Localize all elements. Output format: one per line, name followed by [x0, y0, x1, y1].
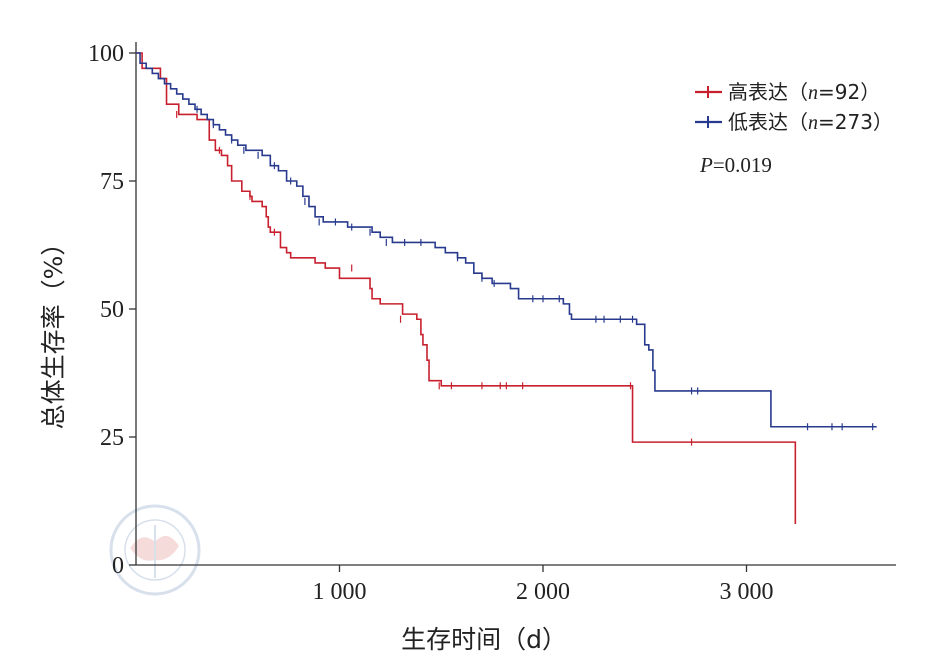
y-axis-title: 总体生存率（%）	[39, 231, 68, 430]
y-tick-label: 0	[112, 553, 124, 579]
svg-text:低表达（n=273）: 低表达（n=273）	[728, 110, 893, 134]
y-ticks: 0 25 50 75 100	[88, 41, 136, 579]
x-tick-label: 1 000	[313, 579, 367, 605]
legend-entry-low: 低表达（n=273）	[695, 110, 893, 134]
p-value-number: =0.019	[713, 153, 772, 177]
series-line-low	[136, 52, 877, 428]
series-layer	[136, 52, 877, 525]
y-tick-label: 75	[100, 169, 124, 195]
x-axis-title: 生存时间（d）	[401, 625, 567, 654]
x-tick-label: 3 000	[720, 579, 774, 605]
legend: 高表达（n=92） 低表达（n=273）	[695, 80, 893, 134]
p-value-annotation: P=0.019	[699, 153, 772, 177]
y-tick-label: 25	[100, 425, 124, 451]
legend-label-low: 低表达（	[728, 110, 808, 134]
y-tick-label: 100	[88, 41, 124, 67]
legend-n-low: n	[808, 112, 818, 134]
svg-text:高表达（n=92）: 高表达（n=92）	[728, 80, 880, 104]
legend-n-high: n	[808, 82, 818, 104]
legend-count-low: =273）	[818, 110, 893, 134]
watermark-seal	[109, 504, 201, 596]
p-value-label: P	[699, 153, 713, 177]
legend-count-high: =92）	[818, 80, 880, 104]
x-ticks: 1 000 2 000 3 000	[313, 565, 774, 605]
y-tick-label: 50	[100, 297, 124, 323]
legend-entry-high: 高表达（n=92）	[695, 80, 880, 104]
series-line-high	[136, 52, 797, 525]
x-tick-label: 2 000	[516, 579, 570, 605]
legend-label-high: 高表达（	[728, 80, 808, 104]
